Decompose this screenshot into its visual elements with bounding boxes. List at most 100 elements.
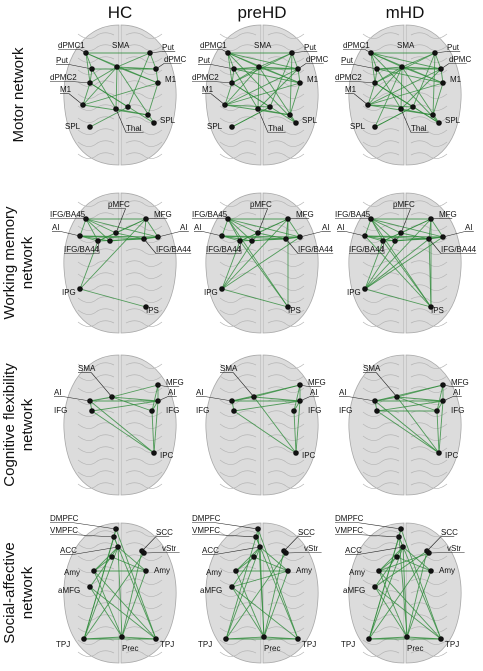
- connectivity-edge: [438, 400, 444, 454]
- connectivity-edge: [231, 52, 293, 84]
- connectivity-edge: [432, 52, 436, 116]
- gyrus-line: [77, 272, 115, 279]
- label-leader-line: [141, 536, 157, 552]
- connectivity-edge: [225, 546, 261, 640]
- brain-panel-preHD: dPMC1 Put dPMC2 M1 SPL SMA Put dPMC M1 SPL Thal: [192, 24, 328, 166]
- gyrus-line: [77, 32, 115, 39]
- roi-label: dPMC1: [343, 41, 370, 50]
- label-leader-line: [358, 546, 404, 555]
- gyrus-line: [125, 212, 163, 219]
- left-hemisphere: [63, 354, 120, 496]
- right-hemisphere: [120, 192, 177, 334]
- roi-node: [392, 238, 398, 244]
- roi-label: M1: [60, 85, 72, 94]
- gyrus-line: [362, 482, 400, 489]
- label-leader-line: [143, 238, 157, 254]
- gyrus-line: [219, 446, 257, 453]
- connectivity-edge: [221, 240, 241, 290]
- connectivity-edge: [231, 586, 265, 638]
- roi-label: IPS: [146, 306, 159, 315]
- roi-node: [91, 568, 97, 574]
- connectivity-edge: [253, 396, 297, 454]
- connectivity-edge: [79, 218, 147, 290]
- roi-node: [153, 636, 159, 642]
- roi-node: [372, 584, 378, 590]
- connectivity-edge: [233, 400, 301, 412]
- gyrus-line: [362, 626, 400, 633]
- roi-label: IFG/BA44: [156, 245, 192, 254]
- gyrus-line: [267, 470, 305, 477]
- roi-label: dPMC2: [335, 73, 362, 82]
- gyrus-line: [410, 530, 448, 537]
- gyrus-line: [125, 32, 163, 39]
- connectivity-edge: [93, 570, 157, 640]
- roi-label: MFG: [308, 378, 326, 387]
- row-title: Working memory network: [1, 206, 36, 320]
- roi-label: IPS: [431, 306, 444, 315]
- roi-node: [438, 636, 444, 642]
- label-leader-line: [426, 536, 442, 552]
- connectivity-edge: [79, 235, 145, 240]
- roi-label: ACC: [60, 546, 77, 555]
- brain-panel-preHD: IFG/BA45 AI IFG/BA44 IPG pMFC MFG AI IFG/BA44 IP…: [192, 192, 334, 334]
- connectivity-edge: [231, 586, 299, 640]
- gyrus-line: [219, 44, 257, 51]
- gyrus-line: [410, 284, 448, 291]
- connectivity-edge: [263, 550, 285, 638]
- gyrus-line: [125, 650, 163, 657]
- connectivity-edge: [111, 396, 153, 412]
- connectivity-edge: [289, 82, 301, 116]
- gyrus-line: [77, 434, 115, 441]
- connectivity-edge: [263, 636, 299, 640]
- gyrus-line: [219, 92, 257, 99]
- connectivity-edge: [398, 536, 408, 638]
- roi-label: AI: [453, 388, 461, 397]
- gyrus-line: [267, 140, 305, 147]
- label-leader-line: [375, 372, 398, 398]
- label-leader-line: [347, 396, 376, 402]
- gyrus-line: [125, 272, 163, 279]
- roi-label: Put: [304, 43, 317, 52]
- gyrus-line: [125, 482, 163, 489]
- connectivity-edge: [376, 400, 444, 412]
- gyrus-line: [125, 116, 163, 123]
- connectivity-edge: [83, 636, 123, 640]
- label-leader-line: [442, 396, 454, 402]
- connectivity-edge: [221, 288, 289, 308]
- connectivity-edge: [89, 586, 157, 640]
- connectivity-edge: [364, 235, 396, 242]
- label-leader-line: [71, 522, 117, 530]
- roi-label: Prec: [264, 644, 280, 653]
- gyrus-line: [267, 374, 305, 381]
- roi-label: dPMC: [306, 55, 328, 64]
- connectivity-edge: [295, 400, 301, 454]
- gyrus-line: [77, 458, 115, 465]
- connectivity-edge: [376, 68, 444, 84]
- gyrus-line: [125, 92, 163, 99]
- gyrus-line: [267, 272, 305, 279]
- label-leader-line: [353, 93, 369, 106]
- label-leader-line: [97, 240, 100, 254]
- connectivity-edge: [231, 546, 261, 588]
- roi-label: TPJ: [56, 640, 70, 649]
- gyrus-line: [219, 398, 257, 405]
- roi-node: [219, 286, 225, 292]
- label-leader-line: [115, 108, 127, 133]
- connectivity-edge: [394, 236, 444, 242]
- connectivity-edge: [400, 68, 442, 110]
- gyrus-line: [77, 44, 115, 51]
- roi-label: Put: [56, 56, 69, 65]
- connectivity-edge: [367, 82, 444, 106]
- roi-label: MFG: [296, 210, 314, 219]
- roi-label: MFG: [154, 210, 172, 219]
- gyrus-line: [267, 446, 305, 453]
- gyrus-line: [410, 116, 448, 123]
- gyrus-line: [267, 530, 305, 537]
- connectivity-edge: [117, 546, 123, 638]
- roi-node: [249, 238, 255, 244]
- roi-label: TPJ: [445, 640, 459, 649]
- roi-node: [261, 634, 267, 640]
- gyrus-line: [410, 458, 448, 465]
- gyrus-line: [219, 140, 257, 147]
- gyrus-line: [219, 650, 257, 657]
